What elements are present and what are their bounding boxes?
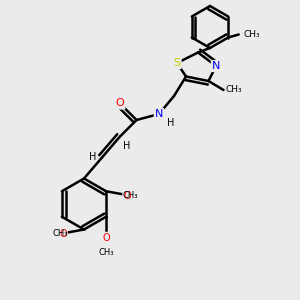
Text: CH₃: CH₃ xyxy=(52,230,68,238)
Text: CH₃: CH₃ xyxy=(122,191,138,200)
Text: N: N xyxy=(212,61,220,71)
Text: O: O xyxy=(123,191,131,201)
Text: H: H xyxy=(88,152,96,163)
Text: N: N xyxy=(155,109,163,119)
Text: CH₃: CH₃ xyxy=(98,248,114,257)
Text: O: O xyxy=(116,98,124,109)
Text: S: S xyxy=(173,58,181,68)
Text: O: O xyxy=(102,233,110,243)
Text: H: H xyxy=(167,118,174,128)
Text: O: O xyxy=(59,229,67,239)
Text: CH₃: CH₃ xyxy=(225,85,242,94)
Text: CH₃: CH₃ xyxy=(243,30,260,39)
Text: H: H xyxy=(123,141,130,151)
